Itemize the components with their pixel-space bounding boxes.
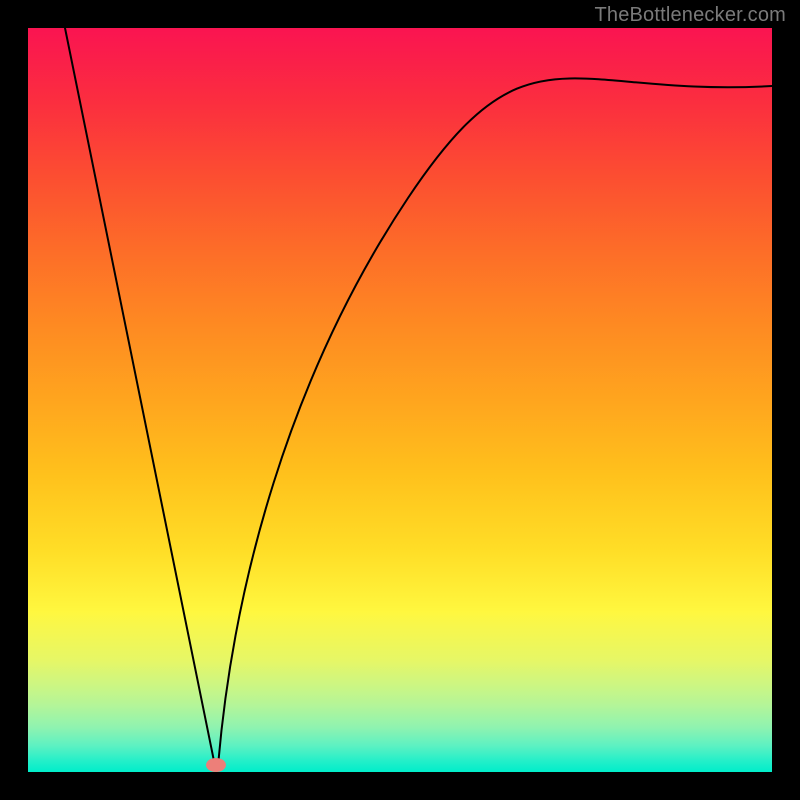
- chart-frame: TheBottlenecker.com: [0, 0, 800, 800]
- plot-area: [28, 28, 772, 772]
- curve-path: [65, 28, 772, 766]
- watermark-label: TheBottlenecker.com: [594, 4, 786, 27]
- bottleneck-curve: [28, 28, 772, 772]
- min-marker: [206, 758, 226, 772]
